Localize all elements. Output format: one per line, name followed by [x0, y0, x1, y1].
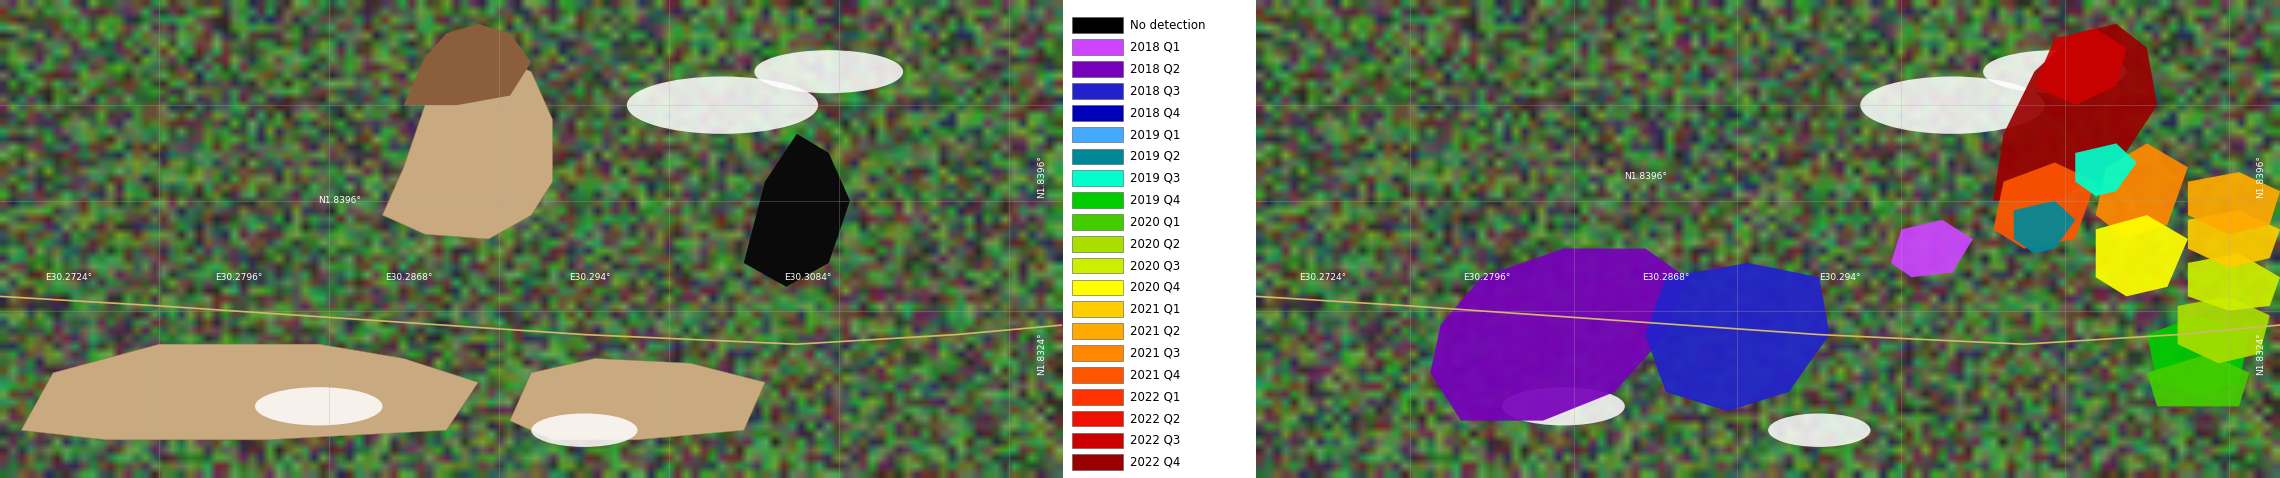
- Polygon shape: [383, 57, 552, 239]
- Text: 2021 Q3: 2021 Q3: [1131, 347, 1181, 359]
- Text: 2022 Q1: 2022 Q1: [1131, 390, 1181, 403]
- Ellipse shape: [531, 413, 638, 447]
- FancyBboxPatch shape: [1072, 149, 1122, 164]
- Ellipse shape: [1860, 76, 2045, 134]
- Text: 2019 Q3: 2019 Q3: [1131, 172, 1181, 185]
- Polygon shape: [2095, 215, 2189, 296]
- Ellipse shape: [627, 76, 819, 134]
- Ellipse shape: [1503, 387, 1626, 425]
- FancyBboxPatch shape: [1072, 345, 1122, 361]
- Polygon shape: [2095, 143, 2189, 239]
- Polygon shape: [1646, 263, 1829, 411]
- Polygon shape: [2013, 201, 2075, 253]
- Ellipse shape: [255, 387, 383, 425]
- Text: 2021 Q4: 2021 Q4: [1131, 369, 1181, 381]
- Text: 2019 Q1: 2019 Q1: [1131, 128, 1181, 141]
- Ellipse shape: [1769, 413, 1870, 447]
- FancyBboxPatch shape: [1072, 127, 1122, 142]
- FancyBboxPatch shape: [1072, 367, 1122, 383]
- Polygon shape: [511, 358, 766, 440]
- FancyBboxPatch shape: [1072, 433, 1122, 448]
- Text: N1.8324°: N1.8324°: [2255, 332, 2264, 375]
- Text: E30.2868°: E30.2868°: [385, 273, 433, 282]
- Ellipse shape: [1984, 50, 2127, 93]
- Text: 2018 Q4: 2018 Q4: [1131, 106, 1181, 119]
- Polygon shape: [1890, 220, 1972, 277]
- Text: E30.2796°: E30.2796°: [214, 273, 262, 282]
- Text: N1.8324°: N1.8324°: [1037, 332, 1047, 375]
- FancyBboxPatch shape: [1072, 105, 1122, 120]
- FancyBboxPatch shape: [1072, 455, 1122, 470]
- FancyBboxPatch shape: [1072, 17, 1122, 33]
- Text: E30.2868°: E30.2868°: [1642, 273, 1689, 282]
- Text: 2018 Q3: 2018 Q3: [1131, 84, 1181, 98]
- FancyBboxPatch shape: [1072, 236, 1122, 251]
- Text: N1.8396°: N1.8396°: [1037, 155, 1047, 198]
- Text: E30.294°: E30.294°: [1819, 273, 1860, 282]
- Text: 2022 Q4: 2022 Q4: [1131, 456, 1181, 469]
- Text: 2018 Q2: 2018 Q2: [1131, 63, 1181, 76]
- Polygon shape: [2075, 143, 2136, 196]
- Polygon shape: [21, 344, 479, 440]
- Text: No detection: No detection: [1131, 19, 1206, 32]
- Text: 2020 Q4: 2020 Q4: [1131, 281, 1181, 294]
- Text: 2022 Q2: 2022 Q2: [1131, 412, 1181, 425]
- FancyBboxPatch shape: [1072, 170, 1122, 186]
- Text: 2020 Q3: 2020 Q3: [1131, 259, 1181, 272]
- Polygon shape: [1993, 163, 2095, 249]
- Ellipse shape: [755, 50, 903, 93]
- Text: E30.2724°: E30.2724°: [46, 273, 93, 282]
- FancyBboxPatch shape: [1072, 83, 1122, 98]
- Polygon shape: [404, 24, 531, 105]
- FancyBboxPatch shape: [1072, 61, 1122, 77]
- FancyBboxPatch shape: [1072, 280, 1122, 295]
- Text: E30.3084°: E30.3084°: [784, 273, 832, 282]
- FancyBboxPatch shape: [1072, 302, 1122, 317]
- Text: 2019 Q4: 2019 Q4: [1131, 194, 1181, 206]
- Text: N1.8396°: N1.8396°: [319, 196, 363, 205]
- Polygon shape: [2148, 315, 2250, 397]
- FancyBboxPatch shape: [1072, 389, 1122, 404]
- Text: E30.2796°: E30.2796°: [1464, 273, 1509, 282]
- Text: E30.2724°: E30.2724°: [1300, 273, 1347, 282]
- Text: 2020 Q1: 2020 Q1: [1131, 216, 1181, 228]
- Polygon shape: [2148, 354, 2250, 406]
- FancyBboxPatch shape: [1072, 411, 1122, 426]
- Polygon shape: [2177, 296, 2271, 363]
- Polygon shape: [1993, 24, 2157, 201]
- Text: 2021 Q2: 2021 Q2: [1131, 325, 1181, 337]
- Text: E30.294°: E30.294°: [570, 273, 611, 282]
- Text: N1.8396°: N1.8396°: [2255, 155, 2264, 198]
- FancyBboxPatch shape: [1072, 214, 1122, 230]
- Text: 2022 Q3: 2022 Q3: [1131, 434, 1181, 447]
- Polygon shape: [2189, 172, 2280, 234]
- FancyBboxPatch shape: [1072, 39, 1122, 55]
- FancyBboxPatch shape: [1072, 192, 1122, 208]
- Text: 2018 Q1: 2018 Q1: [1131, 41, 1181, 54]
- Text: 2019 Q2: 2019 Q2: [1131, 150, 1181, 163]
- Text: N1.8396°: N1.8396°: [1623, 173, 1667, 181]
- Polygon shape: [1430, 249, 1687, 421]
- Text: 2021 Q1: 2021 Q1: [1131, 303, 1181, 316]
- Polygon shape: [2034, 29, 2127, 105]
- Text: 2020 Q2: 2020 Q2: [1131, 237, 1181, 250]
- Polygon shape: [743, 134, 850, 287]
- FancyBboxPatch shape: [1072, 323, 1122, 339]
- FancyBboxPatch shape: [1072, 258, 1122, 273]
- Polygon shape: [2189, 210, 2280, 268]
- Polygon shape: [2189, 253, 2280, 311]
